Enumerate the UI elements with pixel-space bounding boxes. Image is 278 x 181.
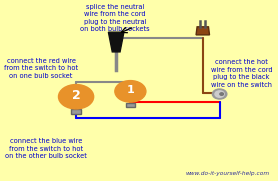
Text: splice the neutral
wire from the cord
plug to the neutral
on both bulb sockets: splice the neutral wire from the cord pl… <box>80 4 150 32</box>
Bar <box>126 103 135 107</box>
Bar <box>71 110 81 114</box>
Circle shape <box>212 89 227 99</box>
Circle shape <box>58 85 94 109</box>
Text: connect the blue wire
from the switch to hot
on the other bulb socket: connect the blue wire from the switch to… <box>5 138 87 159</box>
Polygon shape <box>196 27 210 35</box>
Text: www.do-it-yourself-help.com: www.do-it-yourself-help.com <box>186 171 270 176</box>
Text: 1: 1 <box>126 85 134 95</box>
Circle shape <box>215 91 224 97</box>
Text: connect the red wire
from the switch to hot
on one bulb socket: connect the red wire from the switch to … <box>4 58 78 79</box>
Circle shape <box>220 93 224 95</box>
Text: 2: 2 <box>72 89 80 102</box>
Circle shape <box>115 81 146 102</box>
Text: connect the hot
wire from the cord
plug to the black
wire on the switch: connect the hot wire from the cord plug … <box>211 59 272 88</box>
Polygon shape <box>108 32 124 52</box>
